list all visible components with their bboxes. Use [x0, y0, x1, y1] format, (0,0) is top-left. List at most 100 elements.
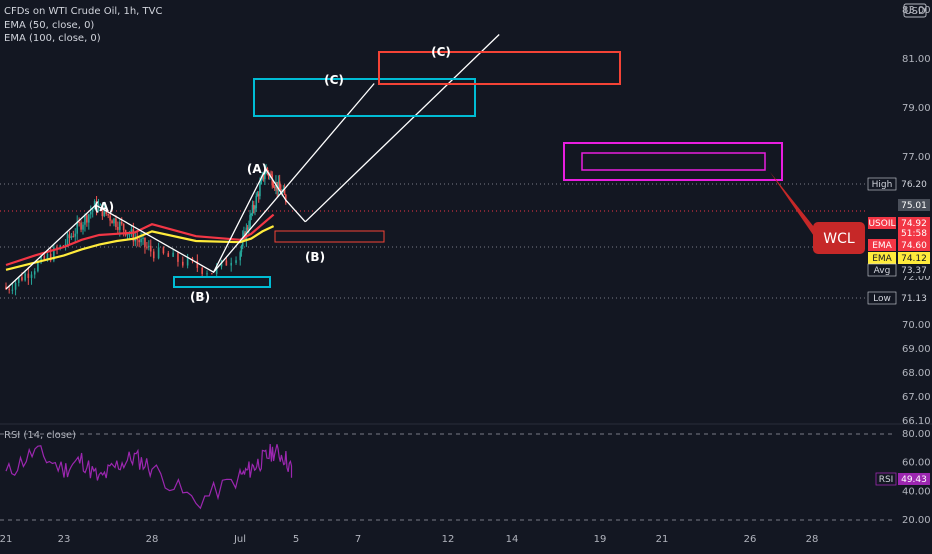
candle-body — [270, 174, 272, 176]
price-tag-value-box — [898, 292, 930, 304]
wcl-pointer — [770, 172, 818, 242]
drawings-layer[interactable]: (A) (B) (C) (A) (B) (C) WCL — [5, 34, 865, 305]
candle-body — [251, 204, 254, 214]
y-tick-label: 70.00 — [902, 320, 931, 331]
ema100-line — [5, 225, 275, 271]
candle-body — [259, 184, 261, 197]
rsi-line — [5, 444, 293, 510]
price-tag-value-box — [898, 178, 930, 190]
candle-body — [264, 173, 266, 180]
price-tag-value-box — [898, 252, 930, 264]
price-tag-label-box — [867, 291, 897, 305]
price-tag-label-box — [868, 217, 896, 229]
wave-label: (C) — [431, 45, 451, 59]
ema100-legend[interactable]: EMA (100, close, 0) — [4, 33, 101, 44]
price-tag-countdown: 51:58 — [901, 229, 927, 239]
x-tick-label: 21 — [0, 534, 12, 545]
price-tag-value: 71.13 — [901, 294, 927, 304]
candle-body — [134, 237, 137, 242]
candle-body — [78, 222, 80, 224]
candle-body — [5, 286, 7, 290]
candle-body — [128, 233, 131, 235]
y-tick-label: 79.00 — [902, 103, 931, 114]
price-tag-label-box — [867, 263, 897, 277]
rsi-tick-label: 80.00 — [902, 429, 931, 440]
candle-body — [211, 273, 213, 275]
price-tag-label: High — [872, 180, 893, 190]
wave-label: (A) — [247, 162, 267, 176]
candle-body — [74, 233, 77, 237]
axes-layer: 83.00 81.00 79.00 77.00 72.00 70.00 69.00 68.00… — [0, 3, 931, 545]
price-tag-label-box — [868, 252, 896, 264]
price-tag-value-box — [898, 217, 930, 239]
candle-body — [113, 218, 115, 224]
candle-body — [136, 237, 139, 241]
candle-body — [68, 234, 71, 238]
price-tag-value-box — [898, 239, 930, 251]
x-tick-label: 28 — [806, 534, 819, 545]
candle-body — [30, 274, 33, 278]
wcl-label: WCL — [823, 231, 855, 247]
candle-body — [8, 289, 10, 291]
candle-body — [140, 238, 142, 243]
candle-body — [115, 218, 117, 227]
candle-body — [206, 273, 208, 275]
candle-body — [91, 209, 94, 212]
candle-body — [97, 205, 100, 211]
wave-label: (B) — [305, 250, 325, 264]
candle-body — [80, 222, 82, 230]
rsi-layer — [5, 444, 293, 510]
candle-body — [255, 196, 258, 209]
candle-body — [243, 232, 245, 238]
candle-body — [162, 247, 165, 254]
target-zone-cyan — [253, 78, 476, 117]
candle-body — [72, 236, 75, 238]
candle-body — [277, 181, 280, 191]
chart-title: CFDs on WTI Crude Oil, 1h, TVC — [4, 6, 163, 17]
candle-body — [281, 191, 283, 195]
candle-body — [250, 213, 253, 215]
x-tick-label: 5 — [293, 534, 299, 545]
candle-body — [260, 178, 262, 185]
ema50-line — [5, 213, 275, 267]
candle-body — [252, 204, 255, 210]
candle-body — [262, 174, 265, 180]
ema-layer — [5, 213, 275, 271]
candle-body — [109, 215, 111, 221]
candle-body — [27, 273, 30, 278]
candle-body — [53, 247, 55, 261]
candle-body — [86, 215, 88, 223]
rsi-legend[interactable]: RSI (14, close) — [4, 430, 77, 441]
target-zone-magenta-inner — [581, 152, 766, 171]
candle-body — [130, 229, 133, 234]
candle-body — [43, 255, 46, 260]
price-tag-value: 74.60 — [901, 241, 927, 251]
candle-body — [14, 282, 17, 290]
candle-body — [120, 221, 123, 224]
candle-body — [146, 246, 148, 248]
candle-body — [88, 214, 90, 223]
candle-body — [254, 208, 256, 210]
wave-label: (A) — [94, 200, 114, 214]
wave-projection-2 — [304, 34, 500, 223]
candle-body — [215, 266, 218, 274]
wave-path-actual — [5, 167, 306, 290]
candle-body — [144, 237, 146, 247]
candle-body — [76, 222, 78, 234]
candle-body — [177, 252, 179, 262]
x-tick-label: 14 — [506, 534, 519, 545]
candle-body — [103, 207, 106, 217]
candle-body — [249, 214, 251, 228]
candle-body — [230, 262, 232, 266]
x-tick-label: 23 — [58, 534, 71, 545]
y-tick-label: 81.00 — [902, 54, 931, 65]
x-tick-label: 28 — [146, 534, 159, 545]
candle-body — [167, 253, 170, 257]
candle-body — [256, 193, 259, 197]
candle-body — [21, 277, 23, 281]
ema50-legend[interactable]: EMA (50, close, 0) — [4, 20, 95, 31]
candle-body — [99, 204, 102, 206]
y-tick-label: 68.00 — [902, 368, 931, 379]
